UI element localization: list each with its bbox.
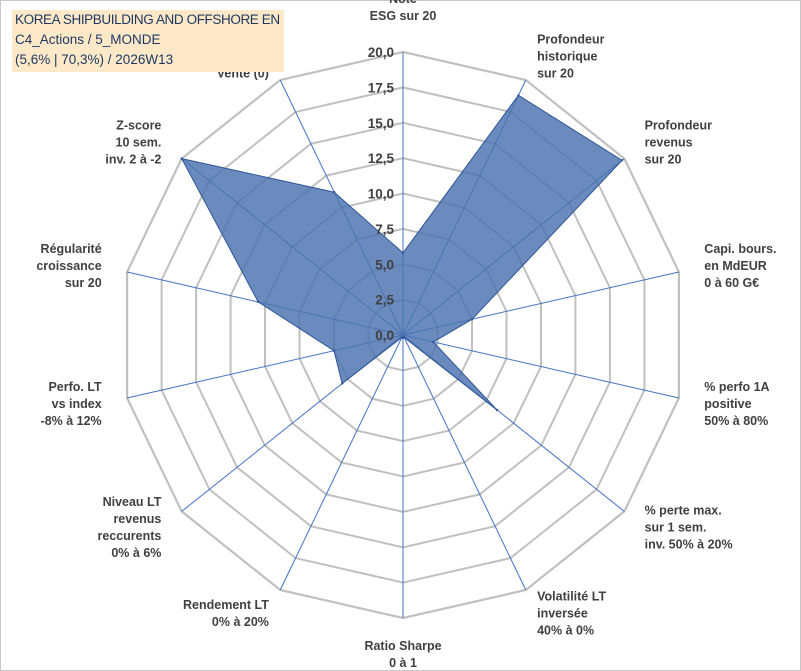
radar-point <box>401 251 405 255</box>
axis-label: Profondeur revenus sur 20 <box>645 118 712 166</box>
radar-point <box>257 300 260 304</box>
tick-label: 0,0 <box>375 328 394 343</box>
axis-label: Capi. bours. en MdEUR 0 à 60 G€ <box>704 242 776 290</box>
axis-label: NoteESG sur 20 <box>370 0 437 23</box>
radial-tick-labels: 0,0 2,5 5,0 7,5 10,0 12,5 15,0 17,5 20,0 <box>368 45 395 343</box>
radar-point <box>400 336 403 339</box>
title-week: (5,6% | 70,3%) / 2026W13 <box>15 52 174 67</box>
radar-point <box>432 340 435 344</box>
axis-label: Régularité croissance sur 20 <box>36 242 101 290</box>
tick-label: 2,5 <box>375 293 394 308</box>
radar-point <box>517 94 520 97</box>
radar-spoke <box>402 334 680 399</box>
title-company-name: KOREA SHIPBUILDING AND OFFSHORE EN <box>15 12 280 27</box>
tick-label: 20,0 <box>368 45 394 60</box>
axis-label: Ratio Sharpe 0 à 1 <box>364 639 441 670</box>
tick-label: 7,5 <box>375 222 394 237</box>
radar-point <box>341 382 344 385</box>
tick-label: 17,5 <box>368 80 395 95</box>
axis-label: Volatilité LT inversée 40% à 0% <box>537 589 606 637</box>
chart-title-box: KOREA SHIPBUILDING AND OFFSHORE EN C4_Ac… <box>12 10 284 72</box>
tick-label: 12,5 <box>368 151 395 166</box>
tick-label: 10,0 <box>368 187 394 202</box>
radar-point <box>332 349 336 352</box>
radar-point <box>495 408 499 412</box>
radar-point <box>470 318 474 321</box>
axis-label: Profondeur historique sur 20 <box>537 33 604 81</box>
radar-series <box>180 94 624 412</box>
axis-label: Rendement LT 0% à 20% <box>183 598 269 629</box>
axis-label: % perfo 1A positive 50% à 80% <box>704 380 769 428</box>
radar-spoke <box>402 334 527 591</box>
axis-label: % perte max. sur 1 sem. inv. 50% à 20% <box>645 504 733 552</box>
radar-point <box>180 157 183 160</box>
radar-point <box>333 191 336 194</box>
tick-label: 5,0 <box>375 257 394 272</box>
title-category: C4_Actions / 5_MONDE <box>15 32 161 47</box>
axis-label: Z-score 10 sem. inv. 2 à -2 <box>105 118 161 166</box>
radar-point <box>620 159 624 162</box>
radar-spoke <box>279 334 404 591</box>
axis-label: Perfo. LT vs index -8% à 12% <box>41 380 103 428</box>
axis-label: Niveau LT revenus reccurents 0% à 6% <box>97 495 161 560</box>
tick-label: 15,0 <box>368 116 394 131</box>
